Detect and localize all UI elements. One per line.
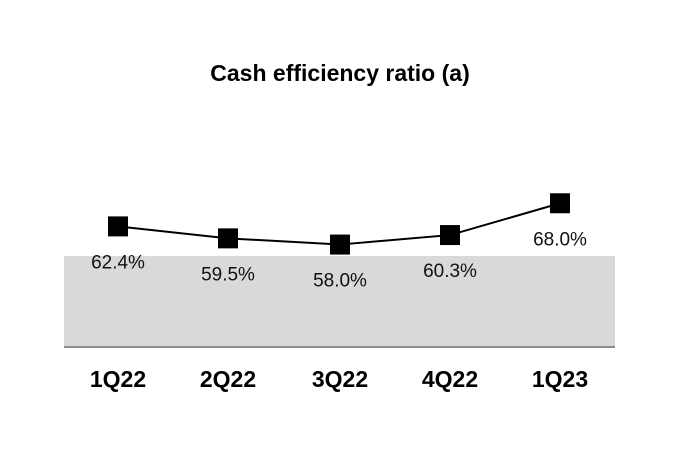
- x-tick-label: 4Q22: [422, 366, 478, 392]
- data-point-marker: [218, 228, 238, 249]
- x-tick-label: 2Q22: [200, 366, 256, 392]
- x-tick-label: 1Q23: [532, 366, 588, 392]
- data-label: 58.0%: [313, 271, 367, 292]
- data-label: 62.4%: [91, 252, 145, 273]
- chart-title: Cash efficiency ratio (a): [210, 60, 470, 86]
- x-tick-label: 1Q22: [90, 366, 146, 392]
- chart-marks: 62.4% 59.5% 58.0% 60.3% 68.0% 1Q22 2Q22 3Q22 4Q2…: [90, 193, 588, 392]
- x-tick-label: 3Q22: [312, 366, 368, 392]
- data-label: 68.0%: [533, 229, 587, 250]
- data-label: 60.3%: [423, 261, 477, 282]
- data-point-marker: [440, 225, 460, 246]
- shaded-band: [64, 256, 615, 347]
- data-point-marker: [550, 193, 570, 214]
- data-point-marker: [108, 216, 128, 237]
- data-label: 59.5%: [201, 264, 255, 285]
- data-point-marker: [330, 234, 350, 255]
